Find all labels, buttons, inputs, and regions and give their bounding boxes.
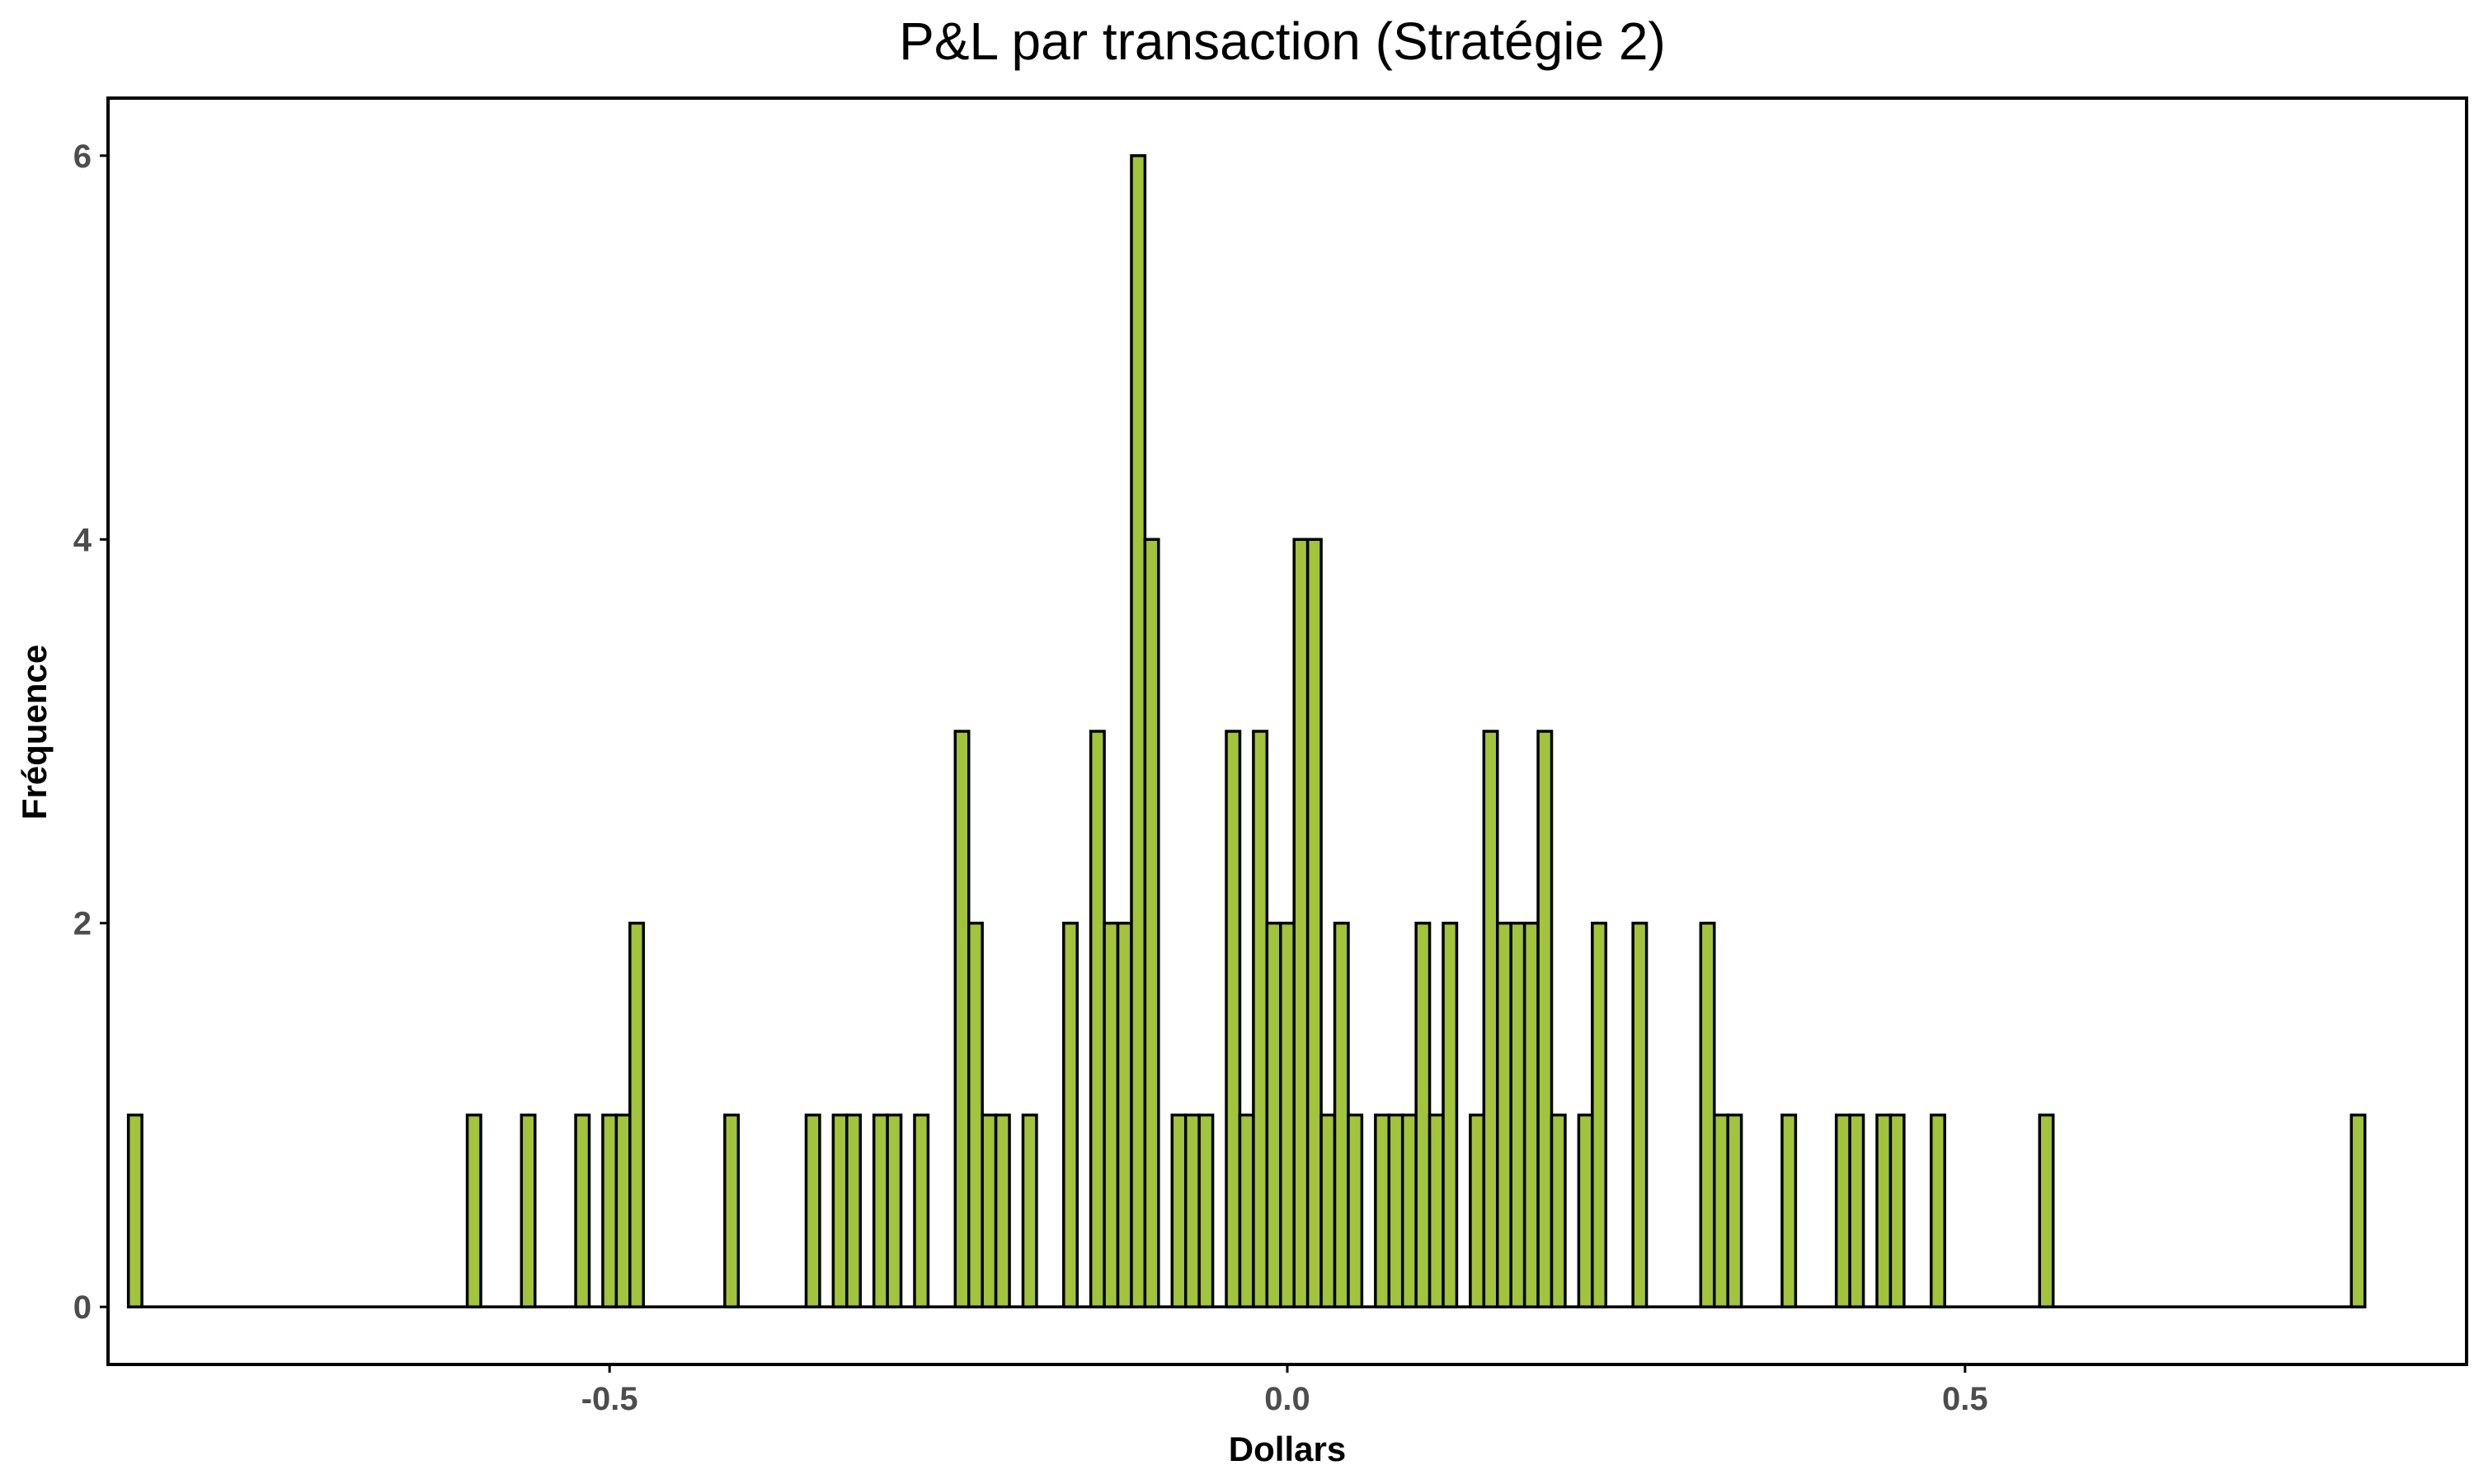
histogram-bar [2038, 1113, 2055, 1308]
histogram-bar [1469, 1113, 1486, 1308]
x-tick-label: -0.5 [581, 1381, 638, 1417]
histogram-bar [574, 1113, 591, 1308]
histogram-bar [1888, 1113, 1906, 1308]
y-axis: 0 2 4 6 [73, 139, 108, 1326]
y-tick-label: 2 [73, 906, 92, 942]
histogram-bar [465, 1113, 482, 1308]
histogram-bar [1265, 921, 1282, 1308]
histogram-bar [831, 1113, 849, 1308]
histogram-bar [1875, 1113, 1893, 1308]
histogram-bar [804, 1113, 821, 1308]
histogram-bar [1631, 921, 1649, 1308]
histogram-bar [723, 1113, 741, 1308]
histogram-bar [1591, 921, 1608, 1308]
histogram-bar [1536, 730, 1554, 1308]
histogram-bar [1333, 921, 1350, 1308]
histogram-bar [1292, 538, 1310, 1308]
histogram-bar [1225, 730, 1242, 1308]
histogram-bar [953, 730, 971, 1308]
histogram-bar [967, 921, 984, 1308]
histogram-bar [1197, 1113, 1215, 1308]
histogram-bar [2349, 1113, 2367, 1308]
histogram-bar [886, 1113, 903, 1308]
histogram-bar [1170, 1113, 1188, 1308]
histogram-bar [845, 1113, 862, 1308]
histogram-bar [1400, 1113, 1418, 1308]
histogram-bar [1021, 1113, 1038, 1308]
histogram-bar [1414, 921, 1432, 1308]
y-axis-label: Fréquence [15, 645, 54, 819]
histogram-bar [1577, 1113, 1594, 1308]
histogram-bar [520, 1113, 537, 1308]
histogram-bar [1238, 1113, 1255, 1308]
histogram-bar [1522, 921, 1540, 1308]
histogram-bar [1496, 921, 1512, 1308]
histogram-bar [981, 1113, 998, 1308]
histogram-bar [1834, 1113, 1851, 1308]
histogram-bar [1103, 921, 1120, 1308]
histogram-bar [913, 1113, 930, 1308]
y-tick-label: 4 [73, 522, 92, 558]
histogram-bar [1713, 1113, 1729, 1308]
histogram-bar [872, 1113, 889, 1308]
histogram-bar [1116, 921, 1133, 1308]
histogram-bar [1780, 1113, 1798, 1308]
histogram-bar [1550, 1113, 1567, 1308]
histogram-bar [1252, 730, 1269, 1308]
histogram-bar [614, 1113, 632, 1308]
histogram-bar [1929, 1113, 1946, 1308]
x-axis-label: Dollars [1229, 1430, 1346, 1468]
histogram-bar [1305, 538, 1323, 1308]
histogram-bar [1374, 1113, 1391, 1308]
histogram-bar [601, 1113, 618, 1308]
histogram-bars [126, 154, 2367, 1308]
x-tick-label: 0.0 [1264, 1381, 1310, 1417]
x-tick-label: 0.5 [1942, 1381, 1988, 1417]
histogram-bar [1387, 1113, 1404, 1308]
histogram-bar [1319, 1113, 1337, 1308]
histogram-bar [1183, 1113, 1201, 1308]
histogram-bar [1347, 1113, 1364, 1308]
histogram-bar [1279, 921, 1296, 1308]
histogram-bar [628, 921, 646, 1308]
histogram-bar [126, 1113, 143, 1308]
histogram-bar [1482, 730, 1499, 1308]
histogram-bar [994, 1113, 1011, 1308]
histogram-bar [1509, 921, 1526, 1308]
y-tick-label: 0 [73, 1289, 92, 1326]
histogram-bar [1143, 538, 1160, 1308]
chart-title: P&L par transaction (Stratégie 2) [899, 12, 1666, 71]
histogram-bar [1130, 154, 1147, 1308]
histogram-bar [1699, 921, 1716, 1308]
x-axis: -0.5 0.0 0.5 [581, 1364, 1988, 1417]
histogram-bar [1089, 730, 1106, 1308]
histogram-bar [1442, 921, 1459, 1308]
y-tick-label: 6 [73, 139, 92, 175]
histogram-bar [1062, 921, 1079, 1308]
histogram-bar [1726, 1113, 1743, 1308]
histogram-bar [1427, 1113, 1445, 1308]
histogram-bar [1848, 1113, 1865, 1308]
